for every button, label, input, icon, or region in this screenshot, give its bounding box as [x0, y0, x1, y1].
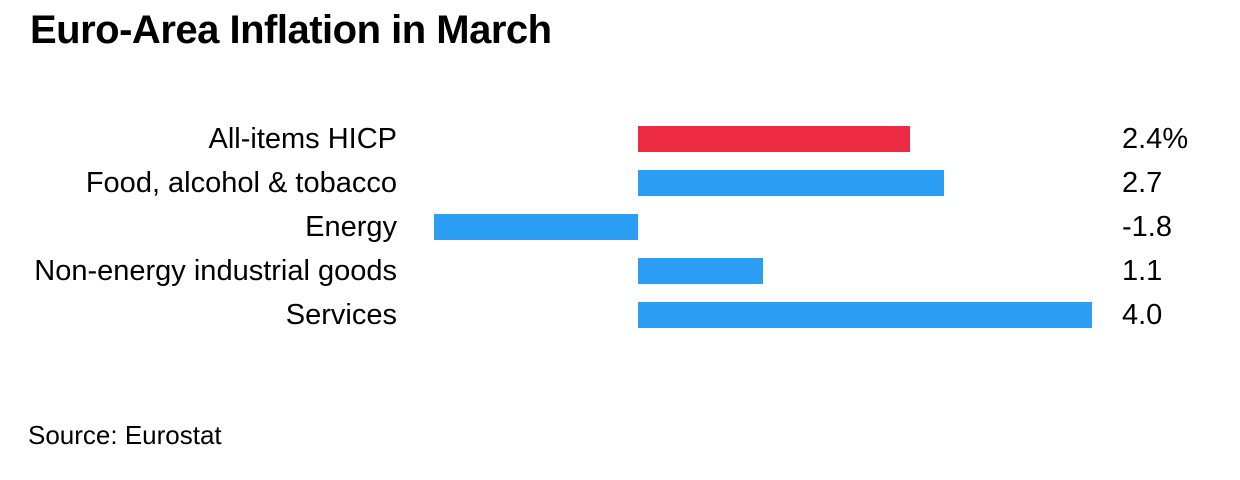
bar: [638, 170, 945, 196]
chart-row: Services 4.0: [0, 293, 1240, 337]
value-label: 2.7: [1122, 167, 1163, 199]
value-label: 1.1: [1122, 255, 1163, 287]
category-label: Non-energy industrial goods: [34, 255, 397, 287]
chart-row: Non-energy industrial goods 1.1: [0, 249, 1240, 293]
value-label: 2.4%: [1122, 123, 1189, 155]
category-label: All-items HICP: [208, 123, 397, 155]
chart-row: All-items HICP 2.4%: [0, 117, 1240, 161]
chart-row: Food, alcohol & tobacco 2.7: [0, 161, 1240, 205]
category-label: Food, alcohol & tobacco: [85, 167, 397, 199]
page-title: Euro-Area Inflation in March: [30, 8, 552, 52]
source-note: Source: Eurostat: [28, 420, 222, 450]
bar-chart: All-items HICP 2.4% Food, alcohol & toba…: [0, 117, 1240, 337]
value-label: -1.8: [1122, 211, 1172, 243]
bar: [638, 258, 763, 284]
chart-row: Energy -1.8: [0, 205, 1240, 249]
bar: [433, 214, 638, 240]
bar: [638, 302, 1092, 328]
category-label: Services: [285, 299, 397, 331]
category-label: Energy: [305, 211, 397, 243]
bar: [638, 126, 911, 152]
value-label: 4.0: [1122, 299, 1163, 331]
